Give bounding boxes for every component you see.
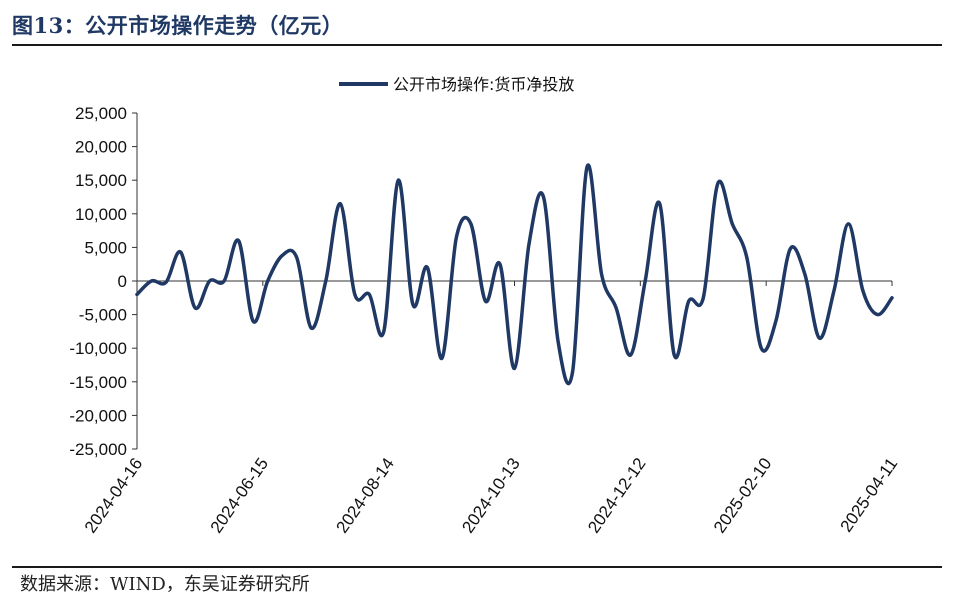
- y-tick-label: -15,000: [69, 373, 127, 392]
- figure-title: 图13：公开市场操作走势（亿元）: [12, 13, 344, 38]
- y-tick-label: 25,000: [75, 104, 127, 123]
- y-tick-label: -20,000: [69, 406, 127, 425]
- x-axis: 2024-04-16 2024-06-15 2024-08-14 2024-10-13…: [81, 280, 902, 537]
- y-tick-label: 10,000: [75, 205, 127, 224]
- x-tick-label: 2024-04-16: [81, 454, 146, 536]
- series-line: [135, 163, 894, 386]
- legend-label: 公开市场操作:货币净投放: [393, 75, 574, 94]
- y-tick-label: -5,000: [79, 306, 127, 325]
- y-tick-label: 5,000: [84, 238, 127, 257]
- y-tick-label: -25,000: [69, 440, 127, 459]
- y-tick-label: 15,000: [75, 171, 127, 190]
- y-tick-label: 0: [118, 272, 127, 291]
- chart-legend: 公开市场操作:货币净投放: [339, 75, 574, 94]
- y-axis: 25,000 20,000 15,000 10,000 5,000 0 -5,000 -10,…: [69, 104, 138, 459]
- plot-area: [135, 163, 894, 386]
- figure-footer-rule: [12, 566, 942, 568]
- y-tick-label: -10,000: [69, 339, 127, 358]
- figure-source: 数据来源：WIND，东吴证券研究所: [20, 574, 310, 595]
- x-tick-label: 2024-12-12: [584, 454, 649, 536]
- y-tick-label: 20,000: [75, 138, 127, 157]
- x-tick-label: 2024-10-13: [458, 454, 523, 536]
- figure-header: 图13：公开市场操作走势（亿元）: [12, 8, 942, 46]
- x-tick-label: 2024-08-14: [332, 454, 397, 536]
- x-tick-label: 2025-04-11: [837, 454, 902, 535]
- x-tick-label: 2025-02-10: [710, 454, 775, 536]
- x-tick-label: 2024-06-15: [207, 454, 272, 536]
